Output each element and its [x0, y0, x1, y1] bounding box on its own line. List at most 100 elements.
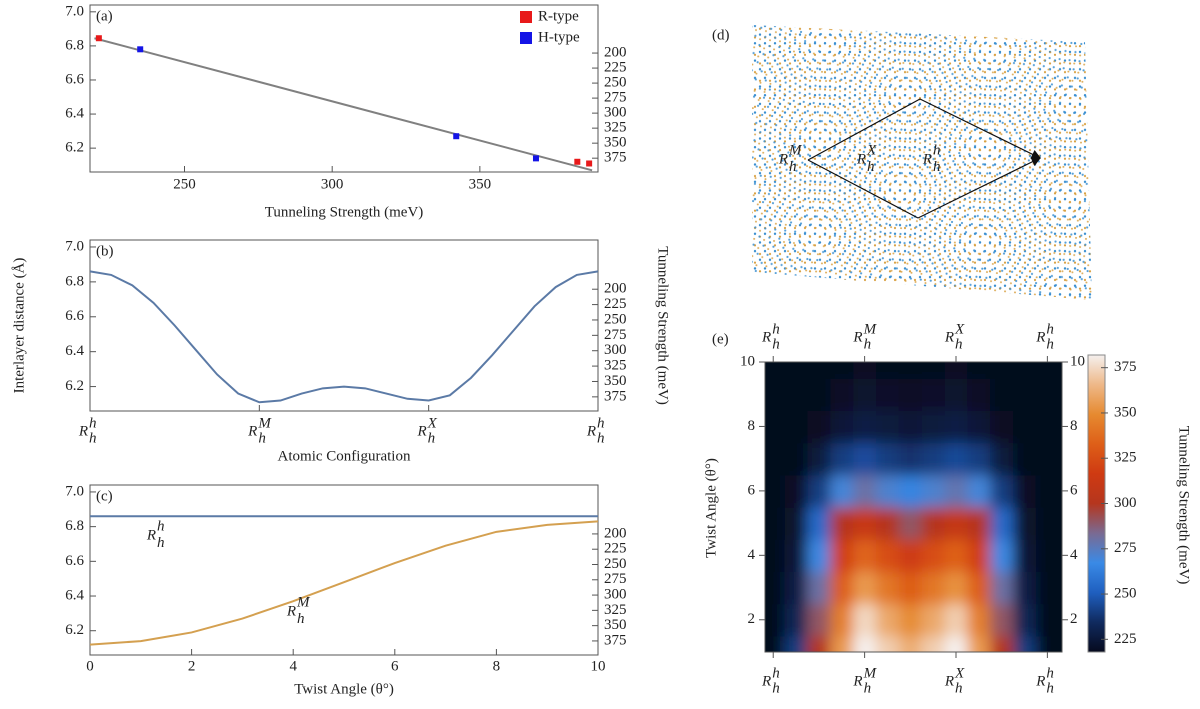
x-tick-label-top-sub: h — [772, 336, 780, 352]
heat-cell — [876, 571, 900, 605]
heat-cell — [967, 507, 991, 540]
heat-cell — [853, 603, 877, 637]
heat-cell — [830, 474, 854, 508]
heat-cell — [765, 474, 786, 508]
heat-cell — [853, 539, 877, 573]
heatmap-clip — [765, 362, 1062, 652]
x-tick-label-sub: h — [772, 680, 780, 696]
x-tick-label: 250 — [173, 176, 196, 192]
x-tick-label-top-sub: h — [955, 336, 963, 352]
heat-cell — [898, 442, 923, 476]
line — [89, 270, 599, 404]
y-tick-label: 6.8 — [65, 518, 84, 534]
heat-cell — [853, 410, 877, 444]
y-tick-label: 6.4 — [65, 587, 84, 603]
y2-tick-label: 375 — [604, 150, 627, 166]
heat-cell — [830, 603, 854, 637]
y-tick-label-right: 2 — [1070, 611, 1078, 627]
heat-cell — [898, 378, 923, 411]
heat-cell — [921, 474, 946, 508]
heat-cell — [1035, 378, 1062, 411]
heat-cell — [921, 539, 946, 573]
heat-cell — [876, 442, 900, 476]
legend-swatch — [520, 32, 532, 44]
heat-cell — [876, 539, 900, 573]
x-tick-label-sub: h — [597, 430, 605, 446]
y2-tick-label: 325 — [604, 120, 627, 136]
point — [574, 158, 581, 165]
x-tick-label-sub: h — [955, 680, 963, 696]
heat-cell — [765, 539, 786, 573]
heat-cell — [876, 378, 900, 411]
lattice-label-sup: M — [788, 143, 803, 159]
y2-tick-label: 275 — [604, 90, 627, 106]
heat-cell — [1013, 362, 1037, 379]
y2-tick-label: 225 — [604, 60, 627, 76]
x-tick-label-top-sup: M — [863, 321, 878, 337]
heat-cell — [876, 603, 900, 637]
x-axis-label: Twist Angle (θ°) — [294, 681, 394, 697]
y2-tick-label: 300 — [604, 105, 627, 121]
heat-cell — [944, 474, 969, 508]
y-axis-label: Twist Angle (θ°) — [703, 458, 719, 558]
heat-cell — [765, 635, 786, 652]
heat-cell — [944, 635, 969, 652]
y2-tick-label: 250 — [604, 75, 627, 91]
y-tick-label: 6.2 — [65, 378, 84, 394]
colorbar-tick-label: 350 — [1114, 404, 1137, 420]
lattice-label-sub: h — [933, 159, 941, 175]
x-tick-label-sub: h — [864, 680, 872, 696]
heat-cell — [944, 539, 969, 573]
x-tick-label-sub: h — [1046, 680, 1054, 696]
y2-tick-label: 200 — [604, 44, 627, 60]
x-tick-label-top-base: R — [761, 329, 771, 345]
heat-cell — [1013, 507, 1037, 540]
heat-cell — [990, 635, 1014, 652]
y-tick-label: 6.4 — [65, 105, 84, 121]
heat-cell — [807, 603, 831, 637]
heat-cell — [784, 442, 809, 476]
heat-cell — [784, 571, 809, 605]
heat-cell — [967, 378, 991, 411]
lattice-label-base: R — [778, 151, 788, 167]
x-tick-label: 8 — [493, 658, 501, 674]
x-tick-label-base: R — [944, 673, 954, 689]
y2-tick-label: 250 — [604, 556, 627, 572]
heat-cell — [784, 603, 809, 637]
heat-cell — [784, 362, 809, 379]
heat-cell — [876, 635, 900, 652]
x-tick-label-base: R — [247, 423, 257, 439]
series-label-base: R — [146, 527, 156, 543]
heat-cell — [830, 539, 854, 573]
heat-cell — [990, 378, 1014, 411]
heat-cell — [765, 507, 786, 540]
heat-cell — [784, 507, 809, 540]
heat-cell — [853, 474, 877, 508]
x-tick-label-sup: h — [772, 665, 780, 681]
heat-cell — [967, 635, 991, 652]
x-tick-label-sub: h — [258, 430, 266, 446]
heat-cell — [967, 410, 991, 444]
y-tick-label: 6.6 — [65, 553, 84, 569]
colorbar-tick-label: 275 — [1114, 540, 1137, 556]
y-tick-label-right: 10 — [1070, 353, 1085, 369]
heat-cell — [1035, 410, 1062, 444]
heat-cell — [784, 410, 809, 444]
heat-cell — [765, 410, 786, 444]
lattice-image — [752, 25, 1092, 300]
x-tick-label-top-sub: h — [864, 336, 872, 352]
panel-label: (d) — [712, 27, 730, 43]
x-tick-label: 2 — [188, 658, 196, 674]
lattice-label-sup: h — [933, 143, 941, 159]
colorbar-tick-label: 375 — [1114, 359, 1137, 375]
panel-label: (a) — [96, 8, 113, 24]
x-tick-label-sup: h — [1046, 665, 1054, 681]
heat-cell — [944, 571, 969, 605]
heat-cell — [921, 635, 946, 652]
panel-label: (e) — [712, 331, 729, 347]
heat-cell — [876, 507, 900, 540]
x-tick-label-base: R — [78, 423, 88, 439]
series-label-sup: h — [157, 519, 165, 535]
heat-cell — [990, 474, 1014, 508]
heat-cell — [921, 603, 946, 637]
